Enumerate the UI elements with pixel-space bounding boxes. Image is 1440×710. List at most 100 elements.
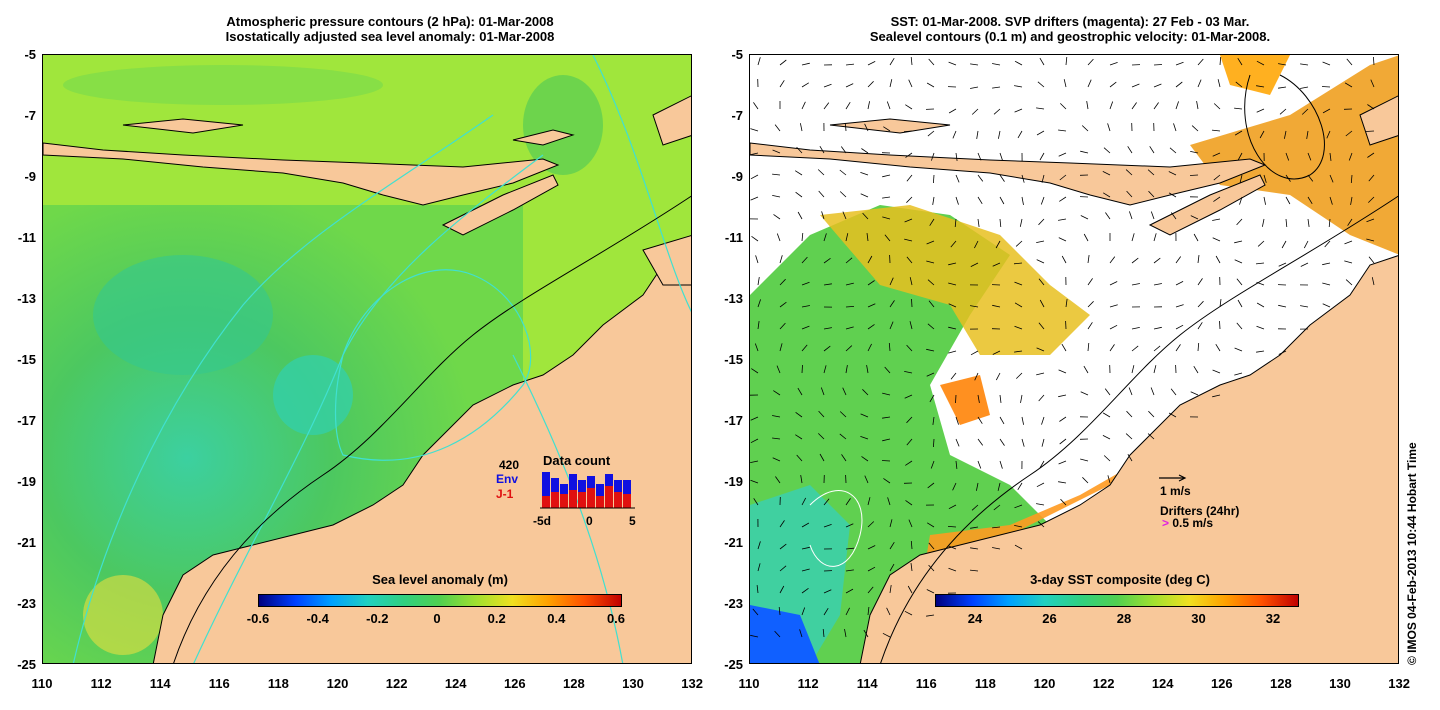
velocity-vector <box>757 277 760 286</box>
velocity-vector <box>977 174 984 182</box>
velocity-vector <box>845 326 854 330</box>
inset-xtick-1: 0 <box>586 514 593 528</box>
velocity-vector <box>1344 240 1353 245</box>
velocity-vector <box>1215 255 1221 264</box>
velocity-vector <box>905 460 913 466</box>
velocity-vector <box>1236 218 1243 226</box>
velocity-vector <box>977 196 983 205</box>
velocity-vector <box>823 524 832 528</box>
velocity-vector <box>992 350 1001 355</box>
j1-bar <box>551 492 559 508</box>
velocity-vector <box>948 282 957 286</box>
velocity-vector <box>867 497 871 506</box>
velocity-vector <box>801 607 806 616</box>
velocity-vector <box>845 547 855 550</box>
velocity-vector <box>1014 544 1023 550</box>
velocity-vector <box>1193 365 1199 374</box>
velocity-vector <box>906 344 913 352</box>
velocity-vector <box>971 504 979 511</box>
inset-title: Data count <box>543 453 611 468</box>
velocity-vector <box>1213 103 1221 110</box>
velocity-vector <box>845 282 854 286</box>
velocity-vector <box>1087 58 1094 66</box>
velocity-vector <box>928 564 935 572</box>
velocity-vector <box>906 196 913 203</box>
velocity-vector <box>1109 324 1118 330</box>
velocity-vector <box>992 63 1001 66</box>
velocity-vector <box>1102 412 1111 418</box>
velocity-vector <box>1307 152 1312 161</box>
velocity-vector <box>750 174 759 180</box>
velocity-vector <box>750 196 759 201</box>
velocity-vector <box>882 196 891 199</box>
velocity-vector <box>905 104 913 110</box>
velocity-vector <box>1021 416 1024 425</box>
velocity-vector <box>927 482 935 489</box>
velocity-vector <box>1345 130 1353 137</box>
velocity-vector <box>1213 196 1221 202</box>
velocity-vector <box>1212 369 1221 374</box>
velocity-vector <box>1058 460 1067 465</box>
velocity-vector <box>948 567 957 572</box>
velocity-vector <box>845 365 848 374</box>
y-tick-label: -5 <box>731 47 743 62</box>
velocity-vector <box>1197 58 1204 66</box>
velocity-vector <box>823 365 827 374</box>
velocity-vector <box>1236 322 1243 330</box>
velocity-vector <box>1278 86 1287 89</box>
velocity-vector <box>1367 104 1375 110</box>
left-map-svg <box>43 55 691 663</box>
velocity-vector <box>950 372 957 380</box>
velocity-vector <box>1131 233 1135 242</box>
velocity-vector <box>1082 477 1089 484</box>
velocity-vector <box>928 542 935 550</box>
velocity-vector <box>845 345 853 352</box>
velocity-vector <box>883 478 891 484</box>
velocity-vector <box>1170 212 1177 220</box>
velocity-vector <box>886 101 891 110</box>
velocity-vector <box>1281 240 1287 249</box>
velocity-vector <box>757 541 761 550</box>
velocity-vector <box>889 585 892 594</box>
right-map-svg <box>750 55 1398 663</box>
velocity-vector <box>1058 237 1067 242</box>
velocity-vector <box>1348 152 1353 161</box>
velocity-vector <box>801 82 810 88</box>
velocity-vector <box>1191 125 1199 132</box>
velocity-vector <box>948 262 957 266</box>
velocity-vector <box>1173 123 1177 132</box>
velocity-vector <box>1016 372 1023 379</box>
colorbar-tick-label: 0.2 <box>487 611 506 626</box>
velocity-vector <box>1322 61 1331 66</box>
velocity-vector <box>1175 344 1181 352</box>
velocity-vector <box>1014 302 1023 308</box>
velocity-vector <box>1014 60 1023 66</box>
velocity-vector <box>889 79 893 88</box>
velocity-vector <box>889 300 895 308</box>
velocity-vector <box>1131 365 1135 374</box>
velocity-vector <box>1169 147 1177 154</box>
velocity-vector <box>1328 218 1331 228</box>
velocity-vector <box>801 256 808 264</box>
velocity-vector <box>750 128 759 132</box>
j1-bar <box>578 492 586 508</box>
velocity-vector <box>992 262 1001 267</box>
velocity-vector <box>1036 372 1045 376</box>
velocity-vector <box>867 545 876 550</box>
velocity-vector <box>1168 412 1177 418</box>
velocity-vector <box>1041 416 1045 425</box>
velocity-vector <box>1015 240 1023 247</box>
velocity-vector <box>1365 130 1375 132</box>
velocity-vector <box>1307 196 1313 205</box>
velocity-vector <box>1127 453 1133 462</box>
y-tick-label: -25 <box>17 657 36 672</box>
velocity-vector <box>1321 86 1331 88</box>
colorbar-tick-label: 0.4 <box>547 611 566 626</box>
drifter-key: > 0.5 m/s <box>1162 517 1213 530</box>
velocity-vector <box>909 277 913 286</box>
colorbar-tick-label: -0.2 <box>366 611 389 626</box>
j1-bar <box>560 494 568 508</box>
velocity-vector <box>1256 85 1265 88</box>
velocity-vector <box>1368 174 1375 182</box>
velocity-vector <box>801 305 810 308</box>
